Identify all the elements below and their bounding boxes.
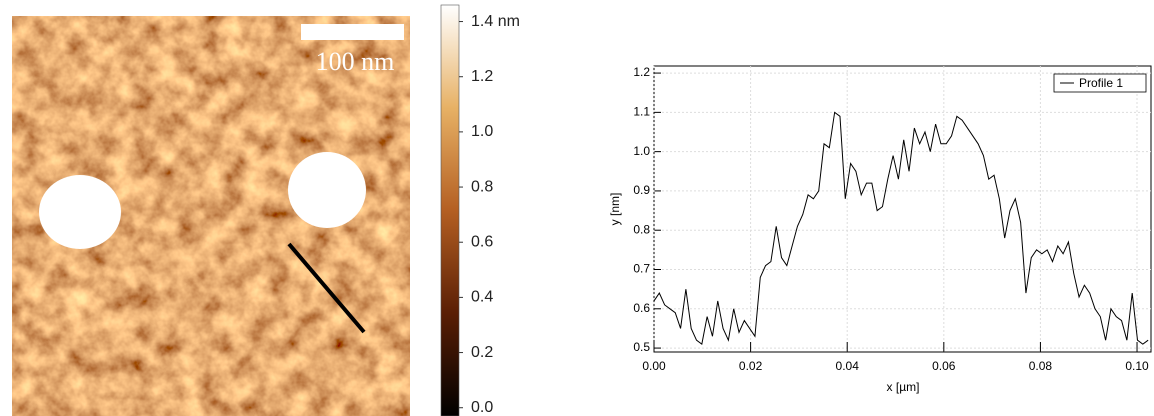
y-tick-label: 1.2 [633, 65, 650, 79]
x-tick-label: 0.08 [1029, 359, 1053, 373]
x-tick-label: 0.04 [836, 359, 860, 373]
y-tick-label: 0.7 [633, 262, 650, 276]
y-tick-label: 0.5 [633, 340, 650, 354]
colorbar-tick-label: 1.2 [471, 68, 493, 85]
y-tick-label: 1.0 [633, 144, 650, 158]
particle [39, 175, 121, 249]
y-axis-label: y [nm] [608, 193, 622, 226]
colorbar [440, 4, 460, 416]
x-tick-label: 0.02 [739, 359, 763, 373]
profile-line [287, 242, 366, 334]
x-axis-label: x [µm] [887, 380, 920, 394]
colorbar-tick-label: 0.0 [471, 399, 493, 416]
legend-box [1053, 73, 1147, 93]
legend-label: Profile 1 [1079, 76, 1123, 90]
particle [288, 152, 366, 228]
scale-bar-label: 100 nm [316, 47, 395, 76]
profile-line [653, 111, 1149, 346]
y-tick-label: 0.6 [633, 301, 650, 315]
plot-area [653, 65, 1152, 353]
colorbar-tick-label: 1.4 nm [471, 13, 520, 30]
colorbar-tick-label: 0.8 [471, 178, 493, 195]
x-tick-label: 0.10 [1125, 359, 1149, 373]
colorbar-tick-label: 1.0 [471, 123, 493, 140]
colorbar-tick-label: 0.2 [471, 344, 493, 361]
x-tick-label: 0.00 [642, 359, 666, 373]
colorbar-tick-label: 0.4 [471, 289, 493, 306]
afm-image: 100 nm [12, 16, 410, 416]
y-tick-label: 1.1 [633, 105, 650, 119]
y-tick-label: 0.9 [633, 183, 650, 197]
x-tick-label: 0.06 [932, 359, 956, 373]
colorbar-tick-label: 0.6 [471, 233, 493, 250]
y-tick-label: 0.8 [633, 222, 650, 236]
scale-bar [301, 24, 404, 40]
